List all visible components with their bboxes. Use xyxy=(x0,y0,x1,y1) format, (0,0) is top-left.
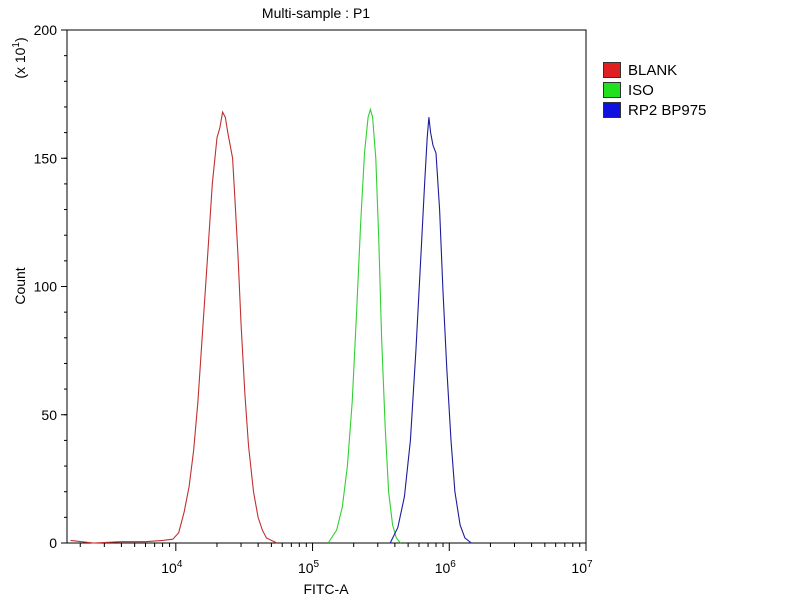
x-tick-label: 106 xyxy=(435,559,457,576)
y-multiplier-close: ) xyxy=(12,37,28,42)
y-multiplier-label: (x 101) xyxy=(11,37,28,78)
legend-item-blank: BLANK xyxy=(603,60,706,80)
y-axis: 0 50 100 150 200 xyxy=(34,22,67,551)
y-multiplier-prefix: (x 10 xyxy=(12,47,28,78)
legend: BLANK ISO RP2 BP975 xyxy=(603,60,706,120)
chart-title: Multi-sample : P1 xyxy=(262,5,370,21)
x-tick-label: 105 xyxy=(298,559,320,576)
x-tick-label: 104 xyxy=(161,559,183,576)
x-axis: 104 105 106 107 xyxy=(79,543,593,576)
y-multiplier-exponent: 1 xyxy=(11,42,22,48)
legend-item-iso: ISO xyxy=(603,80,706,100)
y-tick-label: 200 xyxy=(34,22,58,38)
x-tick-label: 107 xyxy=(571,559,593,576)
series-line-iso xyxy=(327,107,401,544)
legend-label: RP2 BP975 xyxy=(628,101,707,119)
y-tick-label: 100 xyxy=(34,279,58,295)
x-axis-label: FITC-A xyxy=(303,581,349,597)
legend-item-rp2-bp975: RP2 BP975 xyxy=(603,100,706,120)
legend-swatch xyxy=(603,62,621,78)
legend-swatch xyxy=(603,102,621,118)
legend-swatch xyxy=(603,82,621,98)
series-line-blank xyxy=(70,110,278,544)
y-tick-label: 150 xyxy=(34,150,58,166)
plot-frame xyxy=(66,29,587,544)
legend-label: BLANK xyxy=(628,61,678,79)
series-layer xyxy=(70,107,472,544)
series-line-rp2-bp975 xyxy=(389,117,472,544)
legend-label: ISO xyxy=(628,81,654,99)
y-axis-label: Count xyxy=(12,267,28,304)
y-tick-label: 50 xyxy=(41,407,57,423)
y-tick-label: 0 xyxy=(49,535,57,551)
